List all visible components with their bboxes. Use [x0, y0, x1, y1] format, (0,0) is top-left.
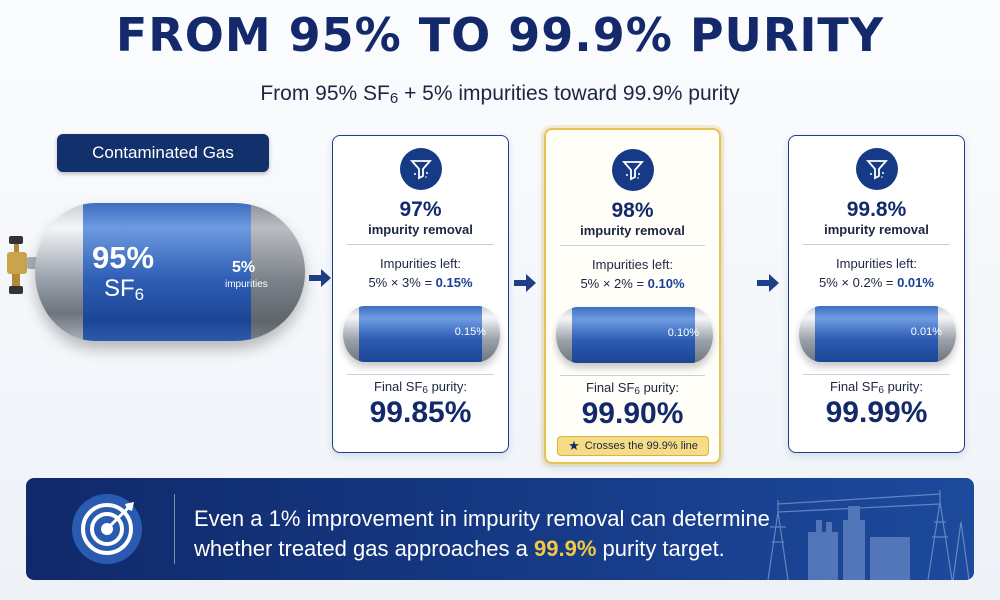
removal-rate-label: impurity removal	[368, 222, 473, 237]
filter-icon	[611, 149, 654, 191]
treated-cylinder: 0.15%	[343, 306, 500, 362]
arrow-right-icon	[757, 274, 779, 292]
removal-rate-label: impurity removal	[580, 223, 685, 238]
final-purity-label: Final SF6 purity:	[586, 380, 679, 397]
filter-icon	[855, 148, 898, 190]
cylinder-impurity-value: 0.15%	[454, 326, 486, 338]
final-purity-label: Final SF6 purity:	[374, 379, 467, 396]
filter-icon	[399, 148, 442, 190]
impurities-calc: 5% × 3% = 0.15%	[368, 275, 473, 290]
stage-card-98: 98% impurity removal Impurities left: 5%…	[544, 128, 721, 464]
arrow-right-icon	[514, 274, 536, 292]
impurities-calc: 5% × 0.2% = 0.01%	[819, 275, 934, 290]
removal-rate-label: impurity removal	[824, 222, 929, 237]
star-icon: ★	[568, 438, 580, 453]
impurities-calc: 5% × 2% = 0.10%	[580, 276, 685, 291]
impurity-label: impurities	[225, 279, 268, 290]
removal-rate: 99.8%	[846, 198, 907, 221]
page-subtitle: From 95% SF6 + 5% impurities toward 99.9…	[260, 82, 740, 107]
final-purity-value: 99.99%	[825, 396, 928, 429]
removal-rate: 98%	[611, 199, 654, 222]
cylinder-impurity-value: 0.10%	[667, 327, 699, 339]
final-purity-value: 99.85%	[369, 396, 472, 429]
banner-line-1: Even a 1% improvement in impurity remova…	[194, 506, 770, 531]
threshold-badge: ★ Crosses the 99.9% line	[557, 436, 709, 456]
contaminated-cylinder: 95% SF6 5% impurities	[0, 195, 310, 350]
sf6-percent: 95%	[92, 240, 155, 275]
contaminated-gas-tag: Contaminated Gas	[57, 134, 269, 172]
banner-line-2: whether treated gas approaches a 99.9% p…	[194, 536, 725, 561]
removal-rate: 97%	[399, 198, 442, 221]
target-icon	[72, 494, 142, 564]
impurities-left-label: Impurities left:	[592, 257, 673, 272]
treated-cylinder: 0.01%	[799, 306, 956, 362]
stage-card-99-8: 99.8% impurity removal Impurities left: …	[788, 135, 965, 453]
final-purity-value: 99.90%	[581, 397, 684, 430]
arrow-right-icon	[309, 269, 331, 287]
impurity-percent: 5%	[232, 259, 256, 276]
final-purity-label: Final SF6 purity:	[830, 379, 923, 396]
impurities-left-label: Impurities left:	[836, 256, 917, 271]
substation-illustration	[767, 490, 970, 580]
treated-cylinder: 0.10%	[556, 307, 713, 363]
impurities-left-label: Impurities left:	[380, 256, 461, 271]
threshold-badge-label: Crosses the 99.9% line	[584, 440, 698, 452]
page-title: FROM 95% TO 99.9% PURITY	[115, 8, 885, 62]
conclusion-banner: Even a 1% improvement in impurity remova…	[26, 478, 974, 580]
cylinder-impurity-value: 0.01%	[910, 326, 942, 338]
stage-card-97: 97% impurity removal Impurities left: 5%…	[332, 135, 509, 453]
sf6-label: SF6	[104, 275, 145, 304]
